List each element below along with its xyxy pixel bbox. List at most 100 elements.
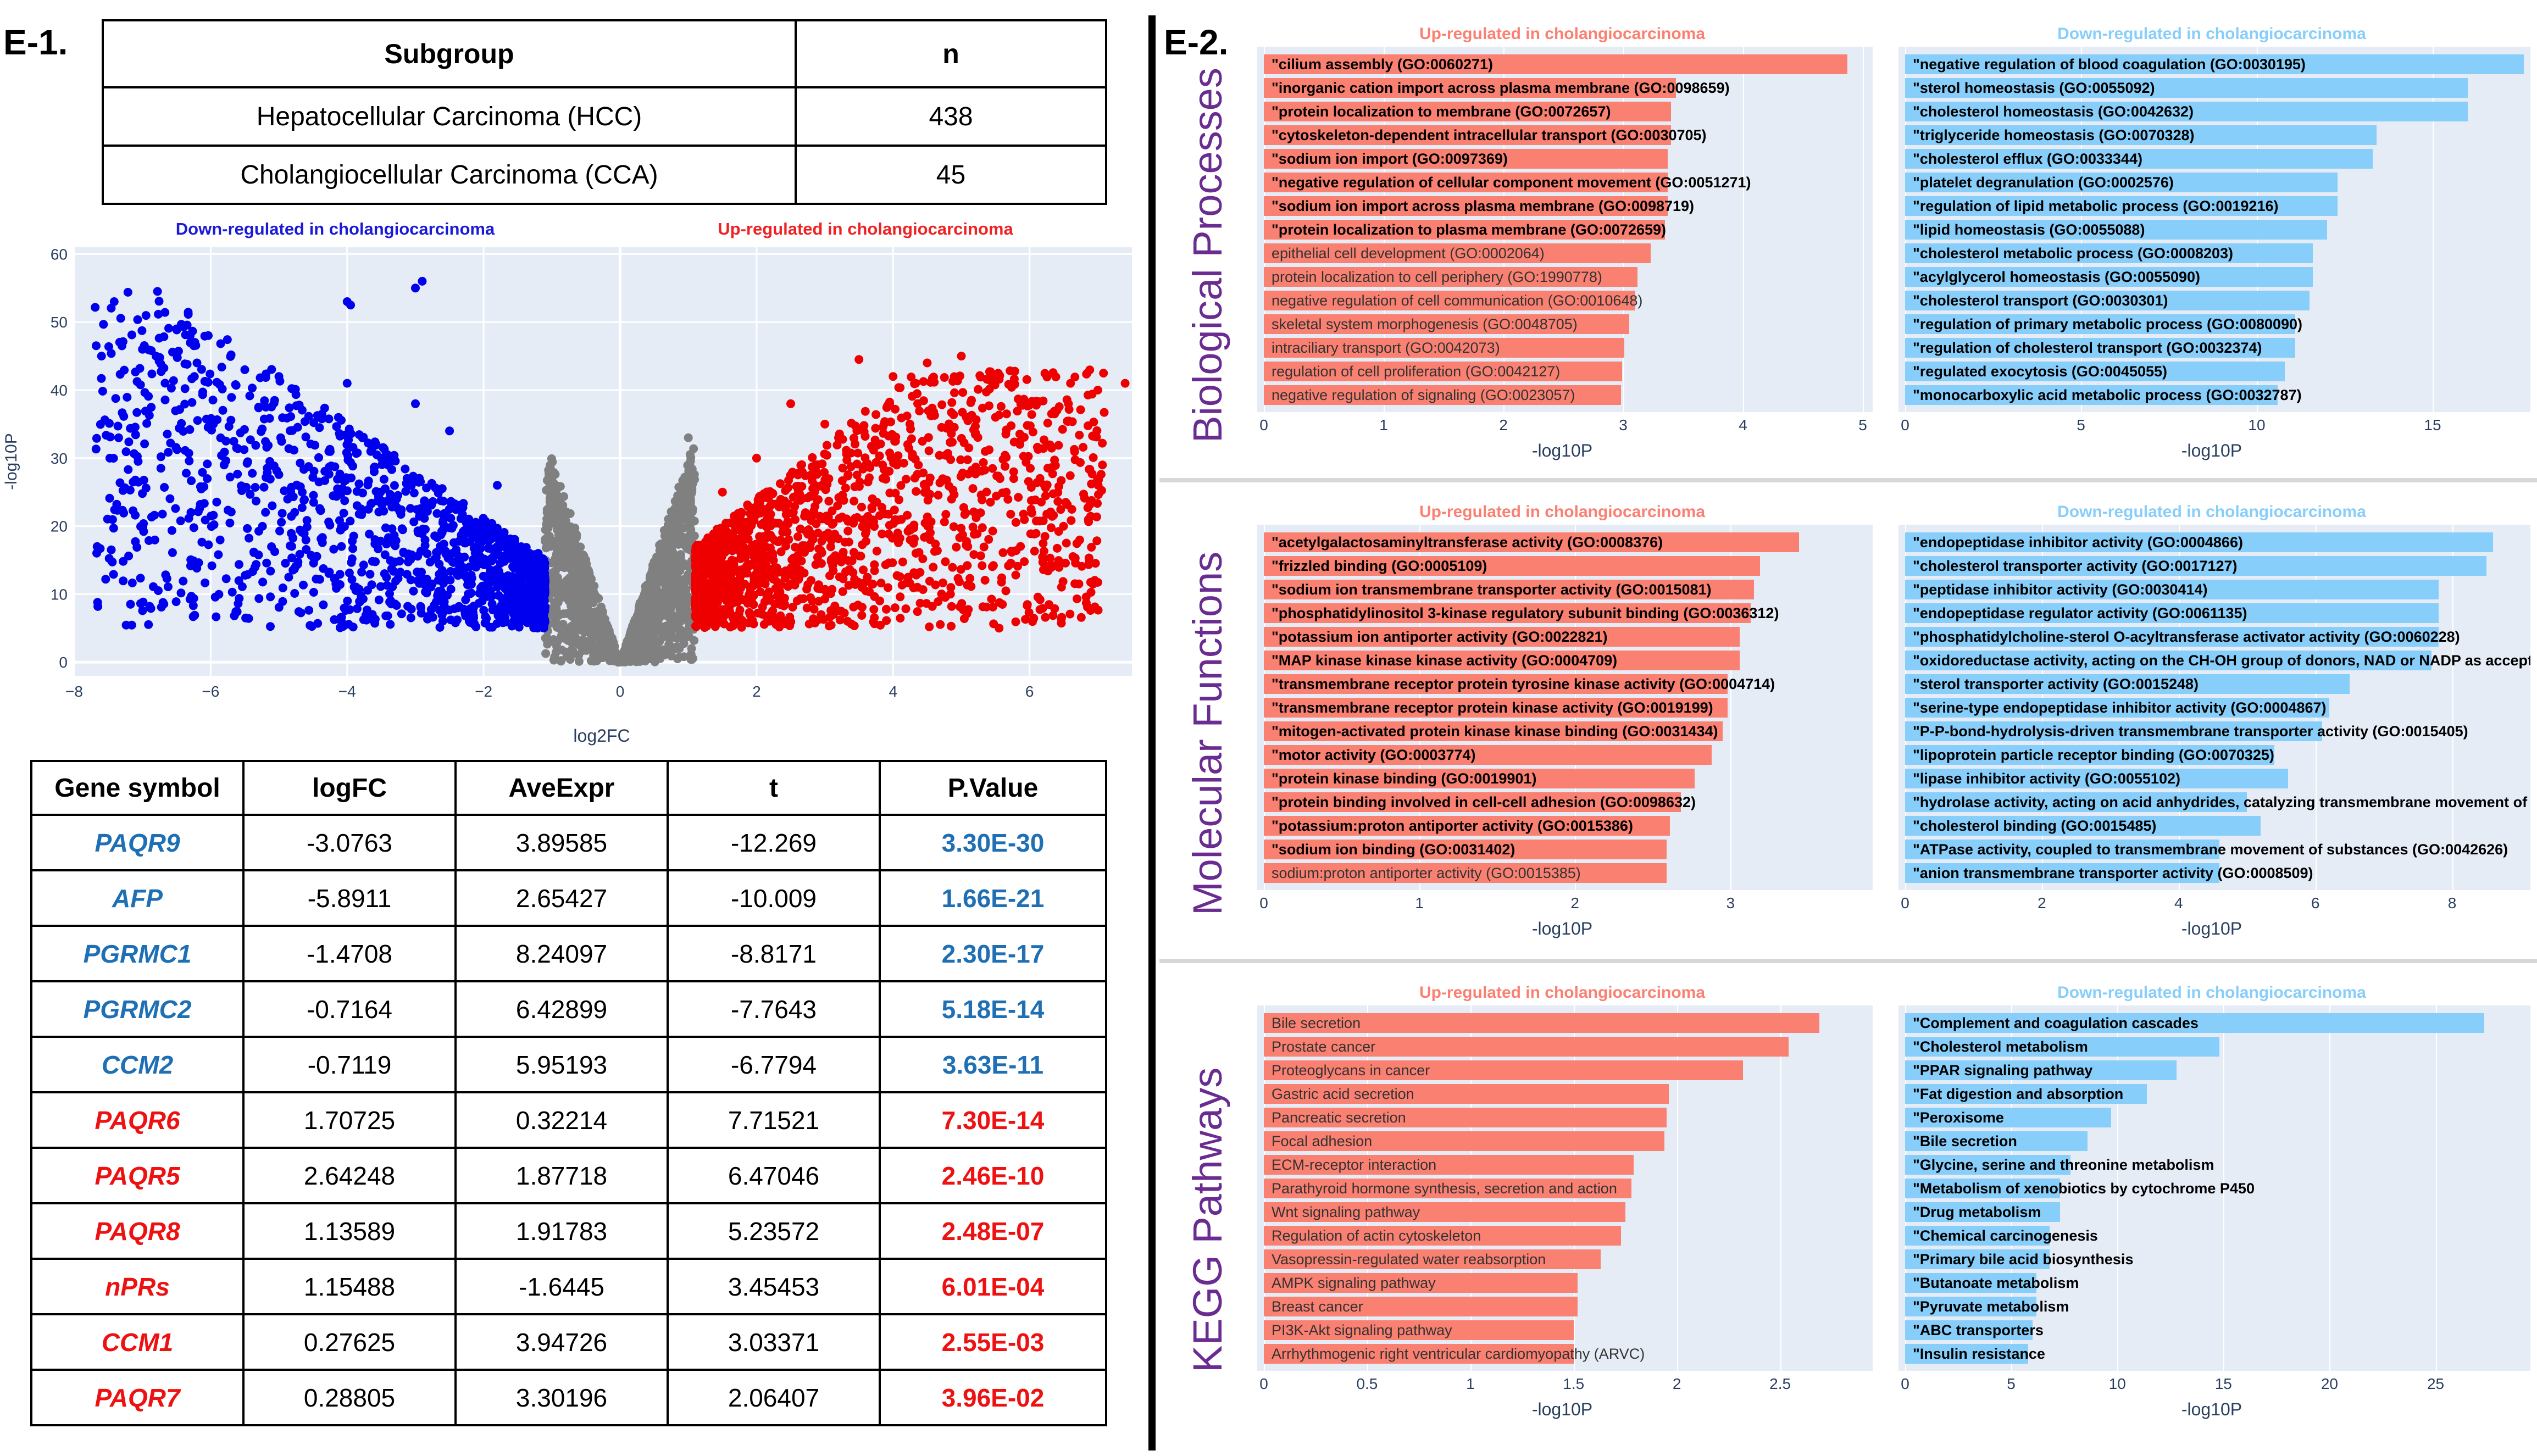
volcano-point bbox=[991, 413, 1000, 422]
bar-label: "Chemical carcinogenesis bbox=[1913, 1227, 2098, 1244]
volcano-point-up bbox=[880, 417, 890, 426]
volcano-point-down bbox=[277, 518, 286, 527]
bar bbox=[1905, 1036, 2219, 1057]
bar bbox=[1264, 839, 1667, 859]
volcano-point-up bbox=[870, 619, 879, 629]
bar-label: "sterol homeostasis (GO:0055092) bbox=[1913, 79, 2155, 96]
volcano-point-up bbox=[751, 540, 760, 549]
volcano-point-down bbox=[173, 445, 182, 454]
volcano-point-down bbox=[387, 502, 397, 512]
volcano-point-down bbox=[209, 520, 219, 529]
volcano-point-up bbox=[1032, 397, 1041, 406]
volcano-point-down bbox=[133, 315, 142, 324]
volcano-point-up bbox=[870, 613, 879, 623]
volcano-point-up bbox=[784, 519, 793, 529]
volcano-point-down bbox=[324, 518, 334, 526]
volcano-point-down bbox=[153, 287, 162, 296]
volcano-point-up bbox=[701, 621, 710, 631]
volcano-point-down bbox=[245, 391, 254, 401]
volcano-point-up bbox=[995, 598, 1004, 607]
volcano-point-up bbox=[746, 560, 755, 569]
volcano-point-up bbox=[713, 612, 721, 621]
volcano-point-down bbox=[104, 342, 113, 351]
volcano-point-up bbox=[793, 532, 803, 541]
volcano-point-up bbox=[846, 462, 856, 471]
bar bbox=[1264, 1083, 1669, 1104]
volcano-point-down bbox=[296, 482, 305, 491]
volcano-point-down bbox=[162, 574, 171, 583]
volcano-point-down bbox=[397, 609, 406, 619]
volcano-point-up bbox=[894, 538, 903, 547]
volcano-point-ns bbox=[554, 523, 563, 532]
volcano-point-up bbox=[912, 487, 921, 496]
volcano-point-down bbox=[215, 535, 225, 544]
gene-symbol-cell: PAQR8 bbox=[30, 1202, 245, 1260]
volcano-point-down bbox=[290, 446, 298, 455]
bar-label: "inorganic cation import across plasma m… bbox=[1272, 79, 1730, 96]
bar-label: regulation of cell proliferation (GO:004… bbox=[1272, 363, 1561, 380]
volcano-point-up bbox=[968, 523, 978, 532]
volcano-point-up bbox=[963, 455, 972, 464]
volcano-point-down bbox=[105, 493, 114, 503]
volcano-point-down bbox=[163, 430, 172, 438]
volcano-point-up bbox=[850, 482, 859, 491]
volcano-point-up bbox=[852, 470, 862, 480]
volcano-point-down bbox=[428, 613, 437, 622]
volcano-point-down bbox=[278, 583, 287, 592]
volcano-point-up bbox=[1093, 499, 1102, 508]
x-tick-label: 0 bbox=[1901, 894, 1909, 912]
volcano-point-up bbox=[1001, 462, 1009, 471]
gene-symbol-cell: PAQR7 bbox=[30, 1369, 245, 1426]
volcano-point-up bbox=[899, 458, 908, 468]
x-tick-label: −6 bbox=[202, 683, 219, 700]
volcano-point-down bbox=[217, 451, 226, 460]
volcano-point-down bbox=[96, 420, 105, 429]
volcano-point-up bbox=[758, 602, 767, 612]
volcano-point-down bbox=[200, 331, 209, 341]
volcano-point-up bbox=[978, 403, 987, 413]
bar bbox=[1264, 77, 1676, 98]
volcano-point-down bbox=[390, 531, 399, 540]
x-gridline bbox=[2435, 1005, 2437, 1371]
volcano-point-ns bbox=[565, 537, 575, 546]
volcano-point-up bbox=[800, 569, 809, 577]
volcano-point-ns bbox=[682, 479, 692, 488]
bar bbox=[1264, 148, 1668, 169]
volcano-point-down bbox=[233, 469, 242, 479]
volcano-point-down bbox=[99, 320, 108, 329]
chart-title: Up-regulated in cholangiocarcinoma bbox=[1419, 25, 1706, 43]
table-row: PGRMC2 -0.7164 6.42899 -7.7643 5.18E-14 bbox=[30, 980, 1107, 1038]
bar-label: "cholesterol transporter activity (GO:00… bbox=[1913, 557, 2238, 574]
subgroup-cell: Cholangiocellular Carcinoma (CCA) bbox=[102, 145, 797, 205]
volcano-point-up bbox=[1012, 546, 1021, 555]
y-tick-label: 30 bbox=[51, 450, 68, 467]
bar bbox=[1905, 148, 2373, 169]
volcano-point-ns bbox=[570, 524, 580, 532]
x-tick-label: 2 bbox=[1570, 894, 1579, 912]
t-cell: -8.8171 bbox=[667, 925, 881, 982]
bar bbox=[1905, 172, 2338, 192]
volcano-point-up bbox=[995, 371, 1004, 380]
x-tick-label: 3 bbox=[1726, 894, 1735, 912]
volcano-point-up bbox=[1026, 483, 1036, 492]
volcano-point-down bbox=[278, 413, 287, 423]
x-tick-label: 5 bbox=[2007, 1375, 2016, 1392]
volcano-point-down bbox=[315, 423, 324, 432]
volcano-point-up bbox=[692, 584, 701, 593]
volcano-point-up bbox=[1039, 547, 1048, 556]
volcano-point-up bbox=[1098, 438, 1107, 448]
volcano-point-up bbox=[711, 574, 720, 583]
volcano-point-up bbox=[1056, 505, 1065, 514]
volcano-point bbox=[1025, 399, 1034, 408]
volcano-point-up bbox=[1051, 373, 1061, 381]
volcano-point-up bbox=[842, 449, 851, 459]
bar-label: "Complement and coagulation cascades bbox=[1913, 1014, 2199, 1031]
volcano-point-up bbox=[718, 546, 728, 555]
pvalue-cell: 3.30E-30 bbox=[879, 814, 1107, 871]
volcano-down-annotation: Down-regulated in cholangiocarcinoma bbox=[176, 219, 495, 238]
volcano-point-down bbox=[129, 506, 138, 515]
volcano-point-ns bbox=[683, 515, 692, 525]
volcano-point-down bbox=[315, 575, 324, 584]
volcano-point-up bbox=[969, 507, 979, 516]
bar-label: "sodium ion transmembrane transporter ac… bbox=[1272, 581, 1712, 598]
